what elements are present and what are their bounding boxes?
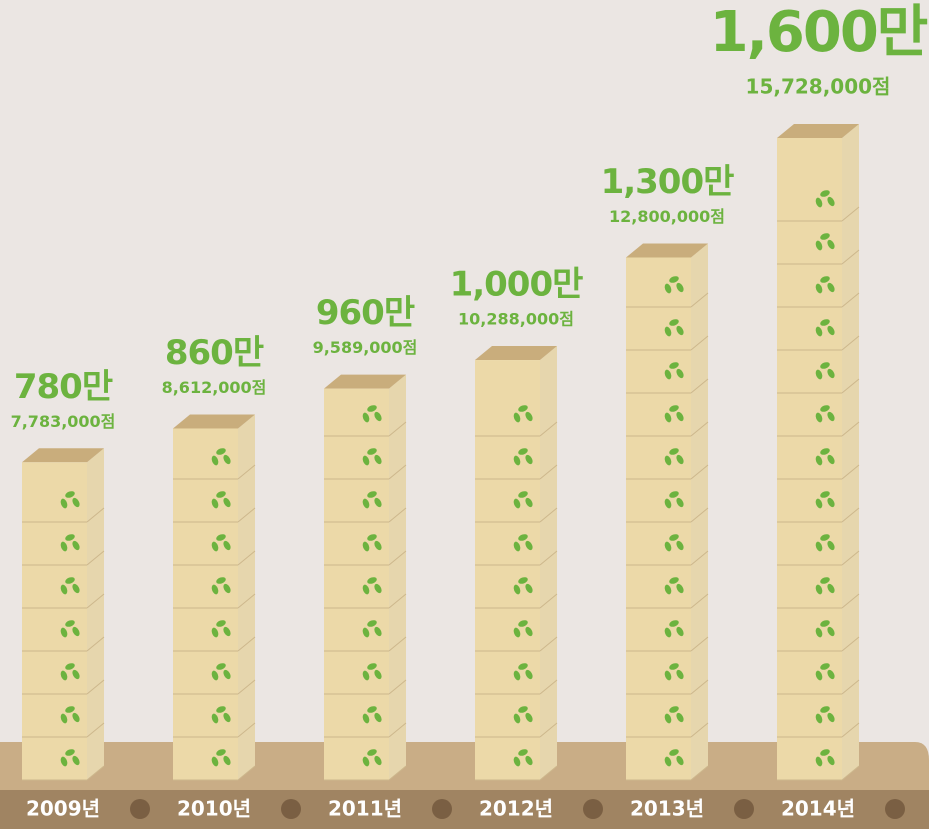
x-tick-label: 2012년: [479, 797, 553, 821]
value-label: 8,612,000점: [162, 378, 267, 397]
bar-side: [389, 375, 406, 780]
x-tick-label: 2009년: [26, 797, 100, 821]
rounded-label: 860만: [165, 333, 264, 373]
chart: 780만 7,783,000점 2009년 860만 8,612,000점 2010년 96…: [0, 0, 929, 829]
timeline-dot: [281, 799, 301, 819]
x-tick-label: 2014년: [781, 797, 855, 821]
rounded-label: 1,300만: [601, 162, 735, 202]
timeline-dot: [885, 799, 905, 819]
timeline-dot: [583, 799, 603, 819]
rounded-label: 780만: [14, 367, 113, 407]
value-label: 10,288,000점: [458, 310, 574, 329]
bar: [626, 258, 691, 780]
rounded-label: 1,600만: [710, 0, 928, 65]
value-label: 7,783,000점: [11, 412, 116, 431]
x-tick-label: 2013년: [630, 797, 704, 821]
timeline-dot: [734, 799, 754, 819]
bar: [22, 462, 87, 780]
value-label: 12,800,000점: [609, 207, 725, 226]
value-label: 9,589,000점: [313, 338, 418, 357]
x-tick-label: 2011년: [328, 797, 402, 821]
timeline-dot: [130, 799, 150, 819]
rounded-label: 1,000만: [450, 265, 584, 305]
rounded-label: 960만: [316, 293, 415, 333]
bar: [173, 428, 238, 780]
bar-side: [691, 244, 708, 780]
timeline-dot: [432, 799, 452, 819]
value-label: 15,728,000점: [746, 75, 891, 99]
x-tick-label: 2010년: [177, 797, 251, 821]
